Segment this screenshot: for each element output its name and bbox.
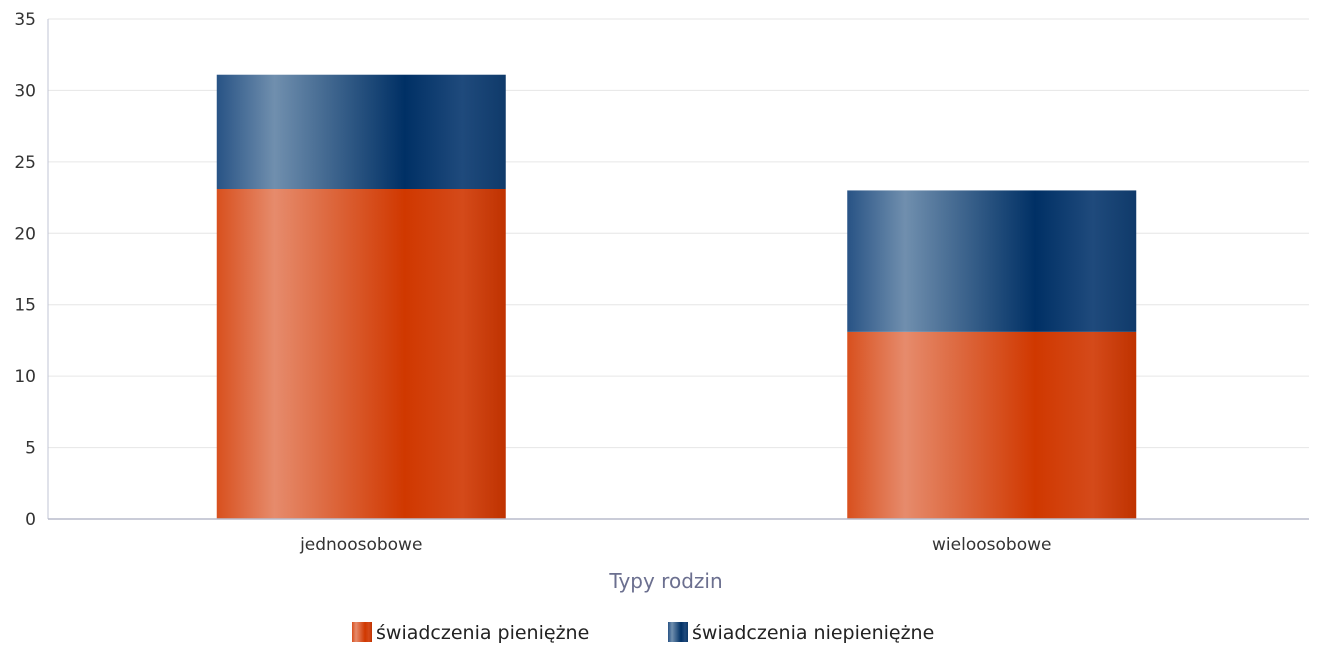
y-tick-label: 25 [14, 153, 36, 173]
y-tick-label: 0 [25, 510, 36, 530]
bar-segment-noncash[interactable] [216, 74, 506, 189]
bar-segment-cash[interactable] [216, 189, 506, 519]
y-tick-label: 15 [14, 296, 36, 316]
legend-swatch-noncash [668, 622, 688, 642]
x-tick-label: jednoosobowe [299, 535, 422, 555]
legend-item-noncash[interactable]: świadczenia niepieniężne [668, 622, 934, 644]
x-axis-title: Typy rodzin [608, 569, 722, 593]
y-tick-label: 10 [14, 367, 36, 387]
x-tick-label: wieloosobowe [932, 535, 1051, 555]
legend-label-cash: świadczenia pieniężne [376, 622, 589, 644]
y-tick-label: 20 [14, 224, 36, 244]
legend-label-noncash: świadczenia niepieniężne [692, 622, 934, 644]
y-tick-label: 5 [25, 439, 36, 459]
legend-swatch-cash [352, 622, 372, 642]
legend-item-cash[interactable]: świadczenia pieniężne [352, 622, 589, 644]
axes: 0 5 10 15 20 25 30 35 jednoosobowe wieloosobowe [14, 10, 1309, 555]
bar-segment-cash[interactable] [847, 331, 1137, 519]
legend: świadczenia pieniężne świadczenia niepie… [352, 622, 934, 644]
y-tick-label: 30 [14, 81, 36, 101]
bar-segment-noncash[interactable] [847, 190, 1137, 332]
y-tick-label: 35 [14, 10, 36, 30]
bars [216, 74, 1137, 519]
